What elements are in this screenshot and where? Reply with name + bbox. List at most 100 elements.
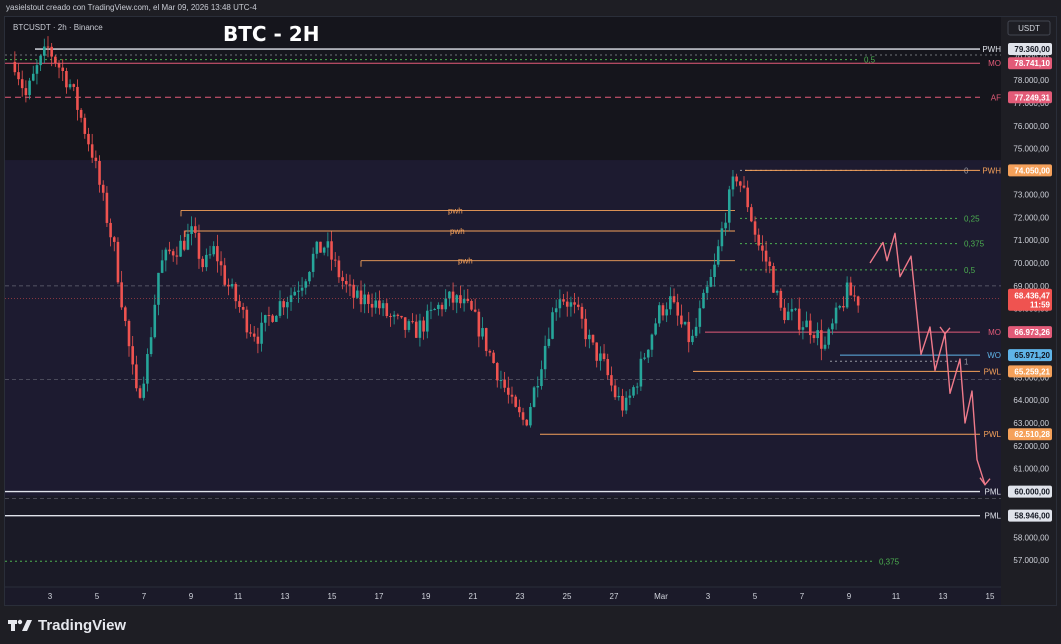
candle-body: [208, 254, 212, 256]
candle-body: [120, 282, 123, 308]
candle-body: [455, 295, 459, 303]
level-price-tag[interactable]: [1008, 57, 1052, 70]
candle-body: [311, 253, 315, 272]
candle-body: [507, 387, 510, 395]
candle-body: [341, 277, 344, 282]
candle-body: [35, 65, 39, 74]
candle-body: [705, 286, 709, 293]
candle-body: [602, 353, 606, 360]
candle-body: [716, 246, 720, 265]
candle-body: [691, 335, 694, 343]
candle-body: [39, 55, 42, 66]
candle-body: [194, 226, 197, 233]
candle-body: [72, 84, 76, 87]
level-price-tag[interactable]: [1008, 164, 1052, 177]
price-tick-label: 73.000,00: [1013, 190, 1049, 199]
candle-body: [551, 312, 554, 339]
candle-body: [168, 249, 171, 252]
candle-body: [164, 249, 168, 261]
candle-body: [112, 237, 116, 242]
candle-body: [779, 290, 783, 308]
candle-body: [484, 328, 488, 351]
time-tick-label: 17: [375, 592, 384, 601]
current-price-tag[interactable]: [1008, 288, 1052, 311]
time-tick-label: 3: [48, 592, 53, 601]
fib-level-label: 1: [964, 357, 969, 366]
candle-body: [621, 395, 624, 411]
level-price-tag[interactable]: [1008, 428, 1052, 441]
time-tick-label: 9: [847, 592, 852, 601]
tradingview-logo[interactable]: TradingView: [8, 617, 126, 634]
candle-body: [131, 346, 134, 365]
level-price-tag[interactable]: [1008, 349, 1052, 362]
candle-body: [683, 321, 687, 325]
candle-body: [241, 306, 245, 310]
candle-body: [142, 383, 146, 398]
candle-body: [801, 327, 805, 330]
price-axis[interactable]: [1001, 17, 1056, 605]
time-tick-label: Mar: [654, 592, 668, 601]
candle-body: [742, 185, 746, 188]
currency-button[interactable]: [1007, 20, 1051, 36]
price-tick-label: 72.000,00: [1013, 213, 1049, 222]
price-tick-label: 71.000,00: [1013, 236, 1049, 245]
candle-body: [370, 303, 374, 308]
chart-attribution: yasielstout creado con TradingView.com, …: [6, 3, 257, 12]
candle-body: [68, 84, 72, 88]
candle-body: [661, 305, 665, 316]
level-price-tag[interactable]: [1008, 326, 1052, 339]
candle-body: [352, 284, 355, 298]
candle-body: [459, 295, 462, 304]
price-tick-label: 76.000,00: [1013, 122, 1049, 131]
level-name-mo: MO: [988, 59, 1001, 68]
candle-body: [808, 320, 812, 336]
pwh-segment-label: pwh: [450, 227, 465, 236]
candle-body: [13, 61, 17, 73]
candle-body: [540, 369, 543, 387]
candle-body: [727, 189, 731, 223]
price-tick-label: 69.000,00: [1013, 282, 1049, 291]
candle-body: [746, 187, 749, 208]
candle-body: [65, 70, 68, 88]
candle-body: [635, 386, 639, 388]
level-price-tag[interactable]: [1008, 485, 1052, 498]
level-price-tag-label: 58.946,00: [1014, 512, 1050, 521]
candle-body: [617, 395, 621, 398]
candle-body: [599, 353, 602, 361]
fib-level-label: 0,375: [964, 240, 985, 249]
candle-body: [61, 67, 65, 71]
candle-body: [709, 276, 713, 287]
level-name-pwh: PWH: [982, 166, 1001, 175]
time-tick-label: 7: [142, 592, 147, 601]
candle-body: [157, 272, 160, 305]
candle-body: [219, 261, 223, 266]
upper-zone: [5, 17, 1001, 161]
current-price-label: 68.436,47: [1014, 292, 1050, 301]
candle-body: [304, 281, 308, 288]
candle-body: [606, 359, 610, 376]
candle-body: [514, 396, 517, 407]
candle-body: [739, 181, 742, 186]
candle-body: [24, 88, 28, 96]
level-price-tag[interactable]: [1008, 365, 1052, 378]
level-price-tag[interactable]: [1008, 509, 1052, 522]
candle-body: [750, 207, 753, 222]
candle-body: [105, 192, 109, 223]
symbol-label: BTCUSDT · 2h · Binance: [13, 23, 103, 32]
price-tick-label: 63.000,00: [1013, 419, 1049, 428]
candle-body: [694, 326, 698, 336]
candle-body: [278, 301, 282, 316]
candle-body: [650, 334, 654, 350]
candle-body: [624, 397, 628, 411]
candle-body: [481, 328, 484, 337]
candle-body: [473, 309, 477, 312]
candle-body: [286, 302, 289, 308]
candle-body: [735, 176, 738, 182]
level-price-tag[interactable]: [1008, 43, 1052, 56]
range-zone: [5, 160, 1001, 497]
level-price-tag[interactable]: [1008, 91, 1052, 104]
candle-body: [518, 406, 521, 413]
candle-body: [153, 304, 157, 338]
